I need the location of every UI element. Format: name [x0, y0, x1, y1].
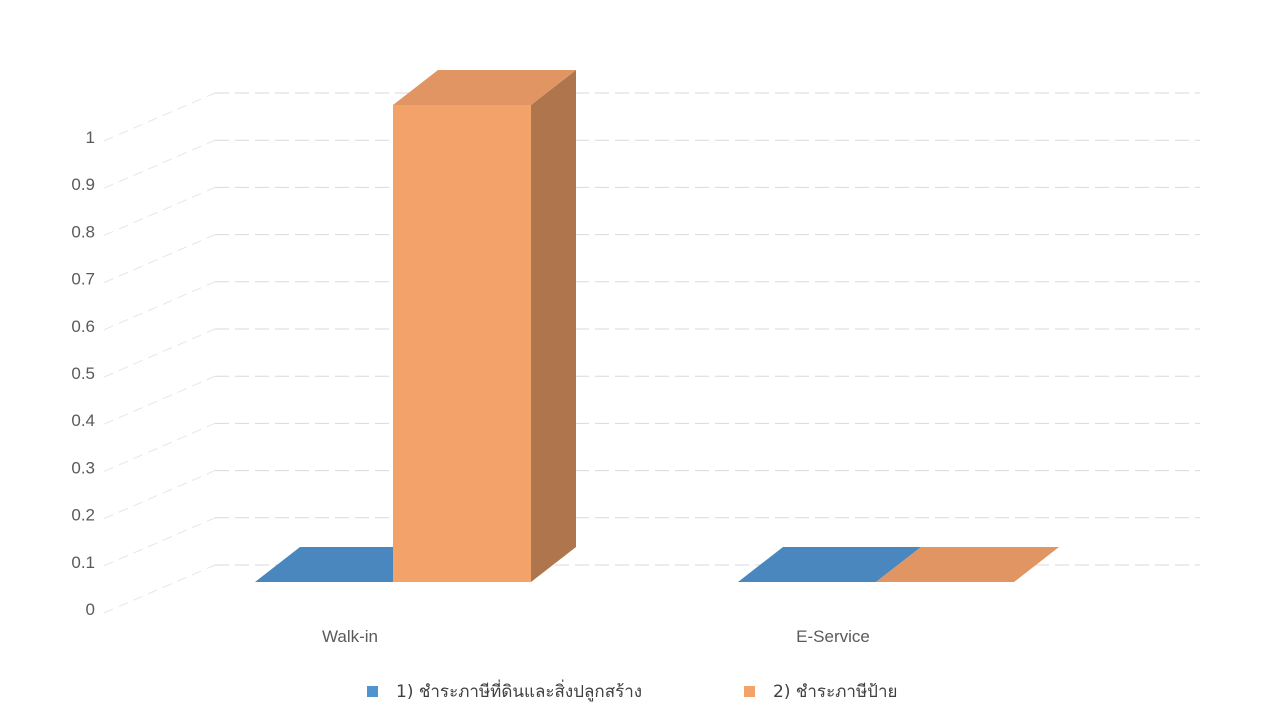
legend-item-series-2: 2) ชำระภาษีป้าย — [744, 676, 897, 706]
bar-side-face — [531, 70, 576, 582]
side-wall-gridline — [103, 517, 216, 567]
side-wall-gridline — [103, 375, 216, 425]
y-tick-label: 0.5 — [71, 364, 95, 383]
x-category-label: Walk-in — [322, 627, 378, 646]
chart-walls — [103, 92, 1200, 614]
side-wall-gridline — [103, 470, 216, 520]
side-wall-gridline — [103, 328, 216, 378]
side-wall-gridline — [103, 422, 216, 472]
side-wall-gridline — [103, 234, 216, 284]
bar-top-face — [393, 70, 576, 105]
y-tick-label: 0.9 — [71, 175, 95, 194]
side-wall-gridline — [103, 281, 216, 331]
side-wall-gridline — [103, 92, 216, 142]
legend-swatch-series-1 — [367, 685, 378, 697]
legend: 1) ชำระภาษีที่ดินและสิ่งปลูกสร้าง 2) ชำร… — [0, 676, 1262, 706]
bar-walk-in-series-1 — [255, 547, 438, 582]
side-wall-gridline — [103, 186, 216, 236]
legend-swatch-series-2 — [744, 685, 755, 697]
side-wall-gridline — [103, 564, 216, 614]
side-wall-gridline — [103, 139, 216, 189]
y-tick-label: 0.7 — [71, 270, 95, 289]
bar-top-face — [876, 547, 1059, 582]
x-category-label: E-Service — [796, 627, 870, 646]
y-tick-label: 0.6 — [71, 317, 95, 336]
x-axis-categories: Walk-in E-Service — [322, 627, 870, 646]
y-tick-label: 0.3 — [71, 458, 95, 477]
y-tick-label: 0.4 — [71, 411, 95, 430]
bar-e-service-series-1 — [738, 547, 921, 582]
legend-label-series-2: 2) ชำระภาษีป้าย — [773, 681, 898, 702]
y-axis-ticks: 0 0.1 0.2 0.3 0.4 0.5 0.6 0.7 0.8 0.9 1 — [71, 128, 95, 619]
bar-top-face — [738, 547, 921, 582]
y-tick-label: 0.2 — [71, 506, 95, 525]
y-tick-label: 1 — [86, 128, 95, 147]
bar-front-face — [393, 105, 531, 582]
y-tick-label: 0.1 — [71, 553, 95, 572]
y-tick-label: 0.8 — [71, 222, 95, 241]
legend-item-series-1: 1) ชำระภาษีที่ดินและสิ่งปลูกสร้าง — [367, 676, 642, 706]
bar-top-face — [255, 547, 438, 582]
bar-e-service-series-2 — [876, 547, 1059, 582]
legend-label-series-1: 1) ชำระภาษีที่ดินและสิ่งปลูกสร้าง — [396, 681, 643, 702]
bar-chart-3d: 0 0.1 0.2 0.3 0.4 0.5 0.6 0.7 0.8 0.9 1 Walk-in E-S… — [71, 70, 1200, 646]
chart-area: 0 0.1 0.2 0.3 0.4 0.5 0.6 0.7 0.8 0.9 1 Walk-in E-S… — [71, 70, 1200, 646]
y-tick-label: 0 — [86, 600, 95, 619]
bars — [255, 70, 1059, 582]
bar-walk-in-series-2 — [393, 70, 576, 582]
